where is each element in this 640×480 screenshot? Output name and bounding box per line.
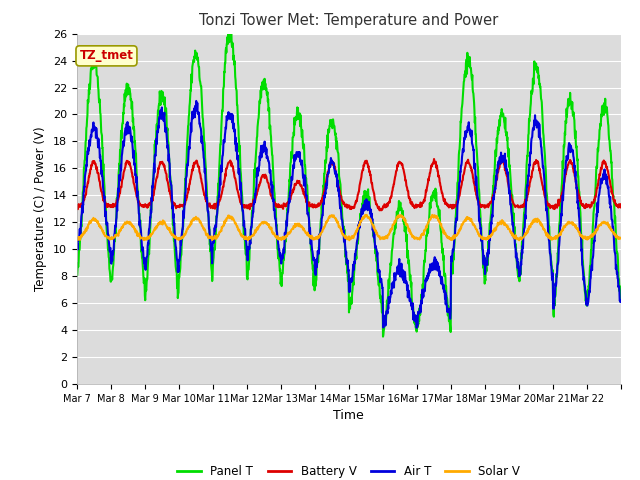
Panel T xyxy=(73,271,81,277)
Panel T xyxy=(158,95,166,100)
Battery V xyxy=(335,183,342,189)
Text: TZ_tmet: TZ_tmet xyxy=(79,49,133,62)
Battery V xyxy=(324,169,332,175)
Battery V xyxy=(617,202,625,207)
Air T xyxy=(193,98,200,104)
Panel T xyxy=(227,25,234,31)
Solar V xyxy=(617,235,625,241)
Panel T xyxy=(379,334,387,339)
Battery V xyxy=(611,199,618,204)
Line: Battery V: Battery V xyxy=(77,159,621,210)
Panel T xyxy=(611,207,618,213)
Solar V xyxy=(428,212,436,218)
Line: Panel T: Panel T xyxy=(77,28,621,336)
Panel T xyxy=(335,157,342,163)
Line: Solar V: Solar V xyxy=(77,215,621,240)
Panel T xyxy=(324,130,332,136)
Solar V xyxy=(346,238,353,243)
Battery V xyxy=(73,203,81,208)
Air T xyxy=(335,186,342,192)
Solar V xyxy=(73,235,81,241)
X-axis label: Time: Time xyxy=(333,409,364,422)
Air T xyxy=(158,105,166,110)
Title: Tonzi Tower Met: Temperature and Power: Tonzi Tower Met: Temperature and Power xyxy=(199,13,499,28)
Battery V xyxy=(557,193,565,199)
Air T xyxy=(617,298,625,304)
Solar V xyxy=(611,232,618,238)
Air T xyxy=(324,171,332,177)
Air T xyxy=(73,246,81,252)
Air T xyxy=(557,211,565,217)
Air T xyxy=(611,247,618,253)
Panel T xyxy=(557,192,565,198)
Battery V xyxy=(158,159,166,165)
Solar V xyxy=(557,230,565,236)
Solar V xyxy=(335,221,342,227)
Battery V xyxy=(477,203,485,208)
Battery V xyxy=(430,156,438,162)
Solar V xyxy=(158,220,166,226)
Solar V xyxy=(324,216,332,222)
Panel T xyxy=(617,299,625,305)
Legend: Panel T, Battery V, Air T, Solar V: Panel T, Battery V, Air T, Solar V xyxy=(173,461,525,480)
Solar V xyxy=(477,234,485,240)
Panel T xyxy=(477,235,485,240)
Air T xyxy=(477,235,485,241)
Y-axis label: Temperature (C) / Power (V): Temperature (C) / Power (V) xyxy=(35,127,47,291)
Battery V xyxy=(378,207,385,213)
Air T xyxy=(413,325,420,331)
Line: Air T: Air T xyxy=(77,101,621,328)
